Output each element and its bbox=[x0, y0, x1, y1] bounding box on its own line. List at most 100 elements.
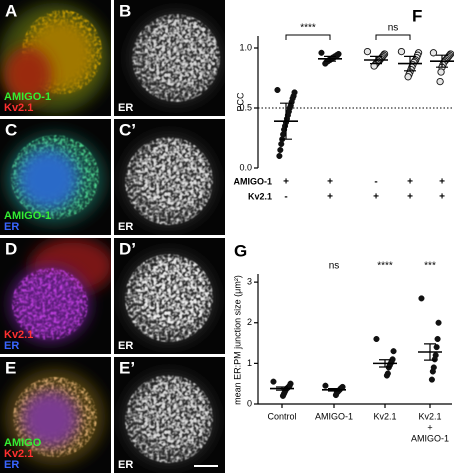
error-bar bbox=[404, 55, 416, 72]
panel-image bbox=[114, 238, 225, 354]
significance-label: **** bbox=[300, 23, 316, 34]
channel-label: ER bbox=[118, 221, 133, 233]
channel-label: ER bbox=[4, 459, 19, 471]
image-panel: E’ ER bbox=[114, 357, 225, 473]
channel-label: Kv2.1 bbox=[4, 102, 33, 114]
condition-sign: + bbox=[373, 192, 379, 203]
condition-sign: + bbox=[439, 177, 445, 188]
y-tick-label: 1.0 bbox=[239, 42, 252, 52]
panel-letter: A bbox=[5, 1, 17, 20]
data-point bbox=[390, 348, 397, 355]
data-point bbox=[429, 368, 436, 375]
data-point bbox=[431, 356, 438, 363]
x-tick-label: Control bbox=[267, 411, 296, 421]
data-point bbox=[332, 392, 339, 399]
data-point bbox=[276, 152, 283, 160]
data-point bbox=[434, 335, 441, 343]
channel-label: ER bbox=[118, 102, 133, 114]
data-point bbox=[370, 62, 378, 70]
cell-signal bbox=[4, 47, 52, 103]
y-tick-label: 2 bbox=[247, 317, 252, 327]
data-point bbox=[437, 68, 445, 76]
chart-panel-letter: F bbox=[412, 6, 422, 25]
channel-label: AMIGO-1 bbox=[4, 91, 51, 103]
data-point bbox=[363, 47, 372, 56]
error-bar bbox=[328, 387, 340, 392]
data-point bbox=[278, 140, 285, 148]
data-point bbox=[270, 378, 277, 385]
panel-letter: C bbox=[5, 120, 17, 139]
significance-label: **** bbox=[377, 261, 393, 272]
channel-label: AMIGO-1 bbox=[4, 210, 51, 222]
panel-image bbox=[0, 238, 111, 354]
data-point bbox=[436, 77, 444, 86]
data-point bbox=[277, 146, 284, 154]
panel-image bbox=[0, 357, 111, 473]
cell-signal bbox=[138, 259, 210, 327]
significance-bracket bbox=[285, 34, 331, 40]
panel-letter: D bbox=[5, 239, 17, 258]
y-tick-label: 0.0 bbox=[239, 162, 252, 172]
panel-image bbox=[0, 0, 111, 116]
data-point bbox=[433, 344, 440, 351]
cell-signal bbox=[12, 268, 88, 340]
data-point bbox=[428, 376, 435, 383]
x-tick-label: + bbox=[427, 422, 432, 432]
data-point bbox=[435, 319, 442, 326]
data-point bbox=[279, 392, 287, 399]
error-bar bbox=[370, 55, 382, 65]
y-axis-label: mean ER:PM junction size (μm²) bbox=[232, 275, 242, 405]
data-point bbox=[322, 382, 329, 389]
panel-image bbox=[114, 357, 225, 473]
x-tick-label: AMIGO-1 bbox=[315, 411, 353, 421]
error-bar bbox=[424, 343, 436, 361]
significance-label: *** bbox=[424, 261, 436, 272]
data-point bbox=[397, 47, 406, 56]
condition-sign: - bbox=[284, 192, 287, 203]
channel-label: Kv2.1 bbox=[4, 448, 33, 460]
condition-sign: + bbox=[407, 177, 413, 188]
significance-label: ns bbox=[329, 261, 340, 272]
condition-sign: - bbox=[374, 177, 377, 188]
x-tick-label: Kv2.1 bbox=[373, 411, 396, 421]
image-panel: C’ ER bbox=[114, 119, 225, 235]
y-tick-label: 0.5 bbox=[239, 102, 252, 112]
data-point bbox=[318, 49, 325, 56]
panel-letter: B bbox=[119, 1, 131, 20]
cell-signal bbox=[145, 19, 217, 87]
data-point bbox=[274, 86, 281, 94]
error-bar bbox=[379, 359, 391, 368]
error-bar bbox=[324, 55, 336, 62]
significance-bracket bbox=[375, 34, 411, 40]
condition-sign: + bbox=[407, 192, 413, 203]
panel-letter: E’ bbox=[119, 358, 135, 377]
channel-label: ER bbox=[118, 340, 133, 352]
channel-label: ER bbox=[118, 459, 133, 471]
image-panel: C AMIGO-1ER bbox=[0, 119, 111, 235]
cell-signal bbox=[138, 380, 210, 448]
condition-sign: + bbox=[327, 177, 333, 188]
significance-label: ns bbox=[388, 23, 399, 34]
channel-label: Kv2.1 bbox=[4, 329, 33, 341]
channel-label: ER bbox=[4, 340, 19, 352]
error-bar bbox=[436, 54, 448, 68]
data-point bbox=[404, 73, 412, 81]
panel-letter: D’ bbox=[119, 239, 136, 258]
condition-name: AMIGO-1 bbox=[233, 176, 272, 186]
y-tick-label: 1 bbox=[247, 358, 252, 368]
image-panels: AAMIGO-1Kv2.1BERCAMIGO-1ERC’ERDKv2.1ERD’… bbox=[0, 0, 225, 473]
panel-image bbox=[114, 0, 225, 116]
chart-panel-letter: G bbox=[234, 241, 247, 260]
image-panel: D’ ER bbox=[114, 238, 225, 354]
image-panel: B ER bbox=[114, 0, 225, 116]
y-tick-label: 3 bbox=[247, 277, 252, 287]
cell-signal bbox=[22, 391, 78, 447]
channel-label: ER bbox=[4, 221, 19, 233]
condition-name: Kv2.1 bbox=[248, 191, 272, 201]
condition-sign: + bbox=[283, 177, 289, 188]
image-panel: D Kv2.1ER bbox=[0, 238, 111, 354]
